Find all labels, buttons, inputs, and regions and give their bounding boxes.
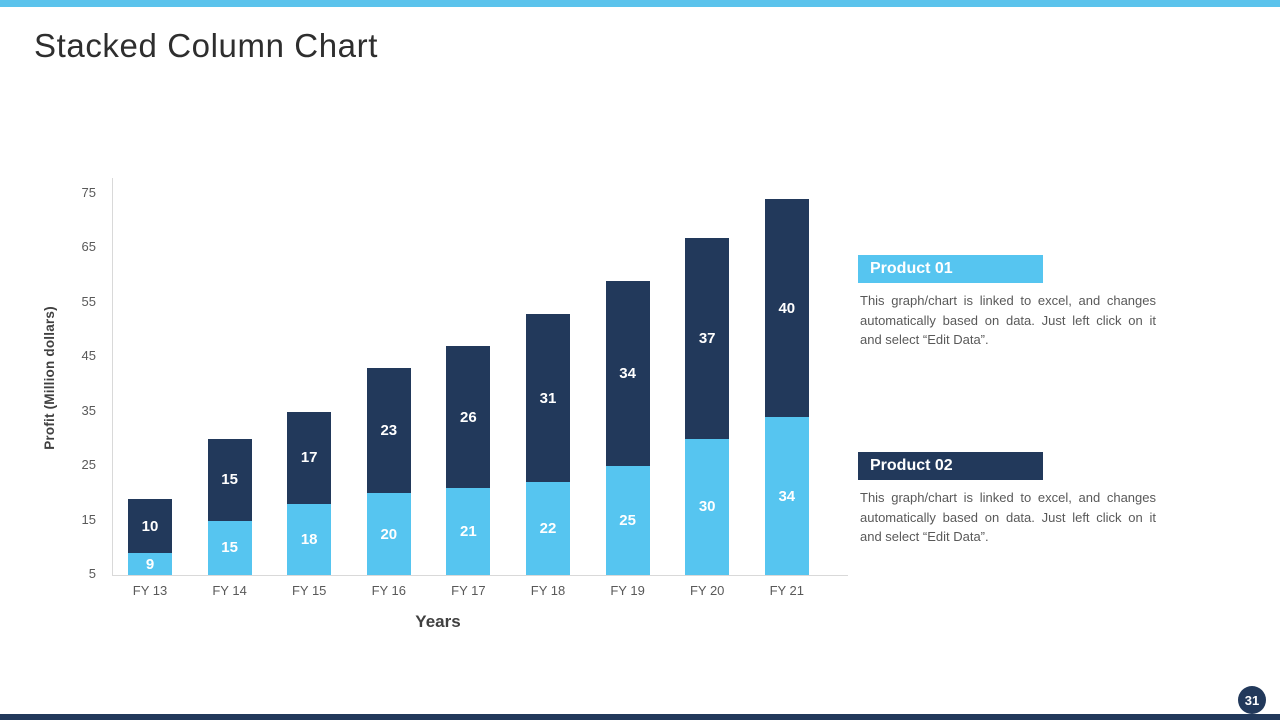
bar-segment-product-01[interactable]: 9	[128, 553, 172, 575]
y-tick-label: 65	[81, 239, 96, 255]
bar-value-label: 21	[460, 522, 477, 540]
y-tick-label: 35	[81, 402, 96, 418]
bar-segment-product-01[interactable]: 34	[764, 417, 809, 575]
x-category-label: FY 13	[132, 583, 168, 598]
x-category-label: FY 15	[291, 583, 327, 598]
top-accent-bar	[0, 0, 1280, 7]
bar-value-label: 34	[619, 365, 636, 383]
bar-segment-product-02[interactable]: 34	[605, 281, 650, 467]
bar-value-label: 17	[300, 449, 318, 467]
bar-value-label: 15	[221, 471, 238, 489]
page-number-badge: 31	[1238, 686, 1266, 714]
x-category-label: FY 20	[689, 583, 725, 598]
bar-segment-product-02[interactable]: 31	[526, 313, 570, 483]
bar-segment-product-01[interactable]: 18	[287, 504, 332, 575]
bar-segment-product-02[interactable]: 10	[128, 498, 172, 554]
y-tick-label: 25	[81, 457, 96, 473]
x-axis-line	[112, 575, 848, 576]
bar-value-label: 40	[778, 299, 796, 317]
y-tick-label: 75	[81, 184, 96, 200]
x-category-label: FY 16	[371, 583, 407, 598]
bar-value-label: 37	[698, 329, 716, 347]
bar-segment-product-02[interactable]: 37	[685, 237, 730, 439]
bar-value-label: 18	[300, 531, 318, 549]
bar-segment-product-02[interactable]: 15	[207, 438, 252, 521]
bar-segment-product-01[interactable]: 15	[207, 520, 252, 575]
bar-value-label: 15	[221, 539, 238, 557]
y-tick-label: 45	[81, 348, 96, 364]
y-tick-label: 5	[88, 566, 96, 581]
bar-value-label: 31	[539, 389, 557, 407]
x-category-label: FY 17	[451, 583, 486, 598]
bar-segment-product-02[interactable]: 40	[764, 199, 809, 418]
bar-value-label: 10	[141, 517, 159, 535]
bar-segment-product-01[interactable]: 20	[366, 493, 411, 575]
legend-description-product-01: This graph/chart is linked to excel, and…	[860, 293, 1156, 347]
bar-value-label: 25	[619, 512, 636, 530]
stacked-column-chart[interactable]: Profit (Million dollars) 5 15 25 35 45 55 65 75…	[0, 150, 860, 650]
bar-value-label: 23	[380, 422, 398, 440]
bottom-accent-bar	[0, 714, 1280, 720]
bar-segment-product-01[interactable]: 21	[446, 487, 491, 575]
bar-segment-product-02[interactable]: 26	[446, 346, 491, 488]
legend-item-product-01[interactable]: Product 01	[858, 255, 1043, 283]
x-axis-title: Years	[415, 612, 461, 631]
bar-value-label: 9	[145, 555, 155, 573]
x-category-label: FY 18	[530, 583, 566, 598]
x-category-label: FY 14	[212, 583, 247, 598]
bar-value-label: 26	[460, 408, 477, 426]
bar-value-label: 34	[778, 487, 796, 505]
bar-value-label: 20	[380, 525, 398, 543]
bar-segment-product-01[interactable]: 25	[605, 466, 650, 575]
bar-value-label: 30	[698, 498, 716, 516]
y-axis-line	[112, 178, 113, 576]
y-tick-label: 55	[81, 293, 96, 309]
bar-segment-product-01[interactable]: 30	[685, 438, 730, 575]
y-tick-label: 15	[81, 511, 96, 527]
x-category-label: FY 19	[610, 583, 645, 598]
bar-segment-product-02[interactable]: 17	[287, 411, 332, 505]
bar-segment-product-02[interactable]: 23	[366, 368, 411, 494]
legend-description-product-02: This graph/chart is linked to excel, and…	[860, 490, 1156, 544]
page-title: Stacked Column Chart	[34, 27, 378, 64]
x-category-label: FY 21	[769, 583, 805, 598]
legend-item-product-02[interactable]: Product 02	[858, 452, 1043, 480]
bar-segment-product-01[interactable]: 22	[526, 482, 570, 575]
bar-value-label: 22	[539, 520, 557, 538]
